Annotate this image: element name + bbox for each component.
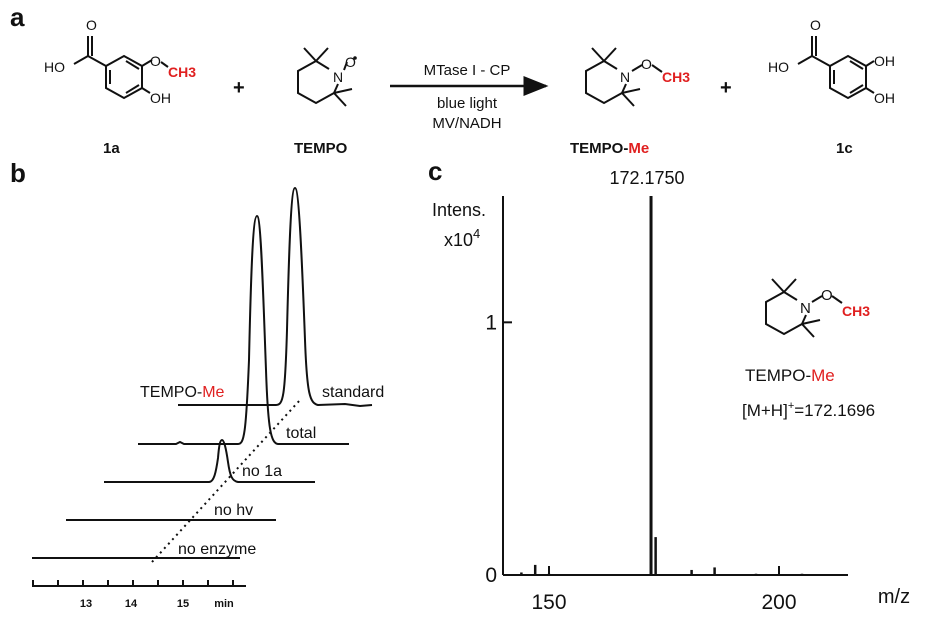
condition-reductant: MV/NADH: [432, 115, 501, 132]
panel-label-c: c: [428, 156, 442, 186]
1a-methoxy-o: O: [150, 53, 161, 69]
trace-peak-label: TEMPO-Me: [140, 384, 225, 401]
ms-xtick-label: 200: [761, 591, 796, 614]
axis-unit-min: min: [214, 598, 234, 610]
ms-inset-ch3: CH3: [842, 303, 870, 319]
label-tempo: TEMPO: [294, 140, 348, 157]
trace-standard: [178, 186, 373, 408]
axis-tick-14: 14: [125, 598, 138, 610]
ms-compound-label: TEMPO-Me: [745, 366, 835, 385]
axis-tick-13: 13: [80, 598, 92, 610]
ms-peak-label: 172.1750: [609, 168, 684, 188]
ms-plot: 150 200 0 1: [485, 196, 848, 614]
panel-label-a: a: [10, 2, 25, 32]
ms-formula: [M+H]+=172.1696: [742, 400, 875, 420]
1a-ho: HO: [44, 59, 65, 75]
structure-tempo-me: [585, 47, 663, 107]
ms-xtick-label: 150: [531, 591, 566, 614]
trace-label-no-enzyme: no enzyme: [178, 541, 256, 558]
panel-label-b: b: [10, 158, 26, 188]
axis-tick-15: 15: [177, 598, 189, 610]
tempo-me-n: N: [620, 69, 630, 85]
1c-oh-bottom: OH: [874, 90, 895, 106]
1a-carbonyl-o: O: [86, 17, 97, 33]
1a-oh: OH: [150, 90, 171, 106]
ms-ytick-label: 0: [485, 564, 497, 587]
ms-ylabel-intens: Intens.: [432, 200, 486, 220]
tempo-me-o: O: [641, 56, 652, 72]
1a-ch3: CH3: [168, 64, 196, 80]
tempo-me-ch3: CH3: [662, 69, 690, 85]
trace-label-no-hv: no hv: [214, 502, 253, 519]
tempo-n: N: [333, 69, 343, 85]
tempo-radical-dot: [353, 56, 357, 60]
structure-1c: [797, 36, 875, 100]
1c-ho: HO: [768, 59, 789, 75]
label-1c: 1c: [836, 140, 853, 157]
plus-sign-1: +: [233, 77, 245, 99]
plus-sign-2: +: [720, 77, 732, 99]
ms-inset-n: N: [800, 300, 811, 317]
ms-ytick-label: 1: [485, 311, 497, 334]
trace-label-standard: standard: [322, 384, 384, 401]
structure-1a: [73, 36, 169, 100]
hplc-time-axis: [32, 580, 246, 587]
label-tempo-me: TEMPO-Me: [570, 140, 649, 157]
condition-enzyme: MTase I - CP: [424, 62, 511, 79]
1c-oh-top: OH: [874, 53, 895, 69]
label-1a: 1a: [103, 140, 120, 157]
1c-carbonyl-o: O: [810, 17, 821, 33]
condition-light: blue light: [437, 95, 498, 112]
hplc-traces: [32, 186, 373, 559]
baseline-offset-dotted-line: [151, 399, 301, 563]
tempo-o: O: [345, 54, 356, 70]
ms-inset-o: O: [821, 287, 833, 304]
trace-no-1a: [104, 438, 315, 483]
ms-xlabel: m/z: [878, 586, 910, 608]
structure-tempo: [297, 47, 353, 107]
ms-ylabel-scale: x104: [444, 226, 480, 250]
ms-inset-structure: [765, 278, 843, 338]
trace-label-total: total: [286, 425, 316, 442]
trace-total: [138, 214, 349, 445]
trace-label-no-1a: no 1a: [242, 463, 282, 480]
